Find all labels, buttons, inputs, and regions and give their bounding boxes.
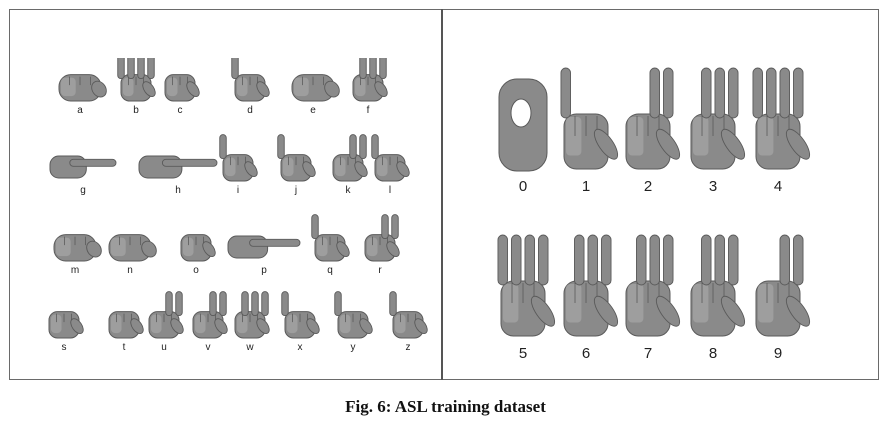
caption-text: ASL training dataset (394, 397, 546, 416)
letter-label-s: s (62, 342, 67, 353)
hand-sign-i (219, 134, 258, 182)
letter-label-f: f (367, 105, 370, 116)
letter-label-x: x (298, 342, 303, 353)
letter-label-e: e (310, 105, 316, 116)
hand-sign-z (389, 291, 428, 339)
hand-sign-b (117, 58, 156, 102)
hand-sign-digit-3 (690, 67, 746, 170)
letter-label-a: a (77, 105, 83, 116)
digits-panel: 0 1 2 3 4 5 6 7 8 9 (486, 58, 836, 368)
hand-sign-digit-0 (498, 78, 548, 172)
digit-label-7: 7 (644, 345, 652, 362)
hand-sign-m (53, 234, 102, 262)
digit-label-0: 0 (519, 178, 527, 195)
letter-label-b: b (133, 105, 139, 116)
letter-label-u: u (161, 342, 167, 353)
letter-label-h: h (175, 185, 181, 196)
digit-label-3: 3 (709, 178, 717, 195)
hand-sign-digit-6 (563, 234, 619, 337)
panel-divider (441, 9, 443, 380)
digit-label-2: 2 (644, 178, 652, 195)
hand-sign-o (180, 234, 216, 262)
letter-label-p: p (261, 265, 267, 276)
hand-sign-u (148, 291, 184, 339)
digit-label-6: 6 (582, 345, 590, 362)
figure-frame (9, 9, 879, 380)
hand-sign-n (108, 234, 157, 262)
letter-label-y: y (351, 342, 356, 353)
letter-label-c: c (178, 105, 183, 116)
letter-label-o: o (193, 265, 199, 276)
hand-sign-p (227, 235, 301, 259)
digit-label-5: 5 (519, 345, 527, 362)
hand-sign-w (234, 291, 270, 339)
hand-sign-h (138, 155, 218, 179)
hand-sign-digit-9 (755, 234, 811, 337)
hand-sign-digit-8 (690, 234, 746, 337)
figure-caption: Fig. 6: ASL training dataset (0, 397, 891, 417)
hand-sign-digit-7 (625, 234, 681, 337)
hand-sign-e (291, 74, 340, 102)
hand-sign-digit-4 (752, 67, 811, 170)
letter-label-m: m (71, 265, 79, 276)
digit-label-1: 1 (582, 178, 590, 195)
letter-label-k: k (346, 185, 352, 196)
digit-label-8: 8 (709, 345, 717, 362)
hand-sign-k (332, 134, 368, 182)
digit-label-4: 4 (774, 178, 782, 195)
letter-label-r: r (378, 265, 382, 276)
hand-sign-g (49, 155, 117, 179)
letter-label-d: d (247, 105, 253, 116)
hand-sign-digit-5 (497, 234, 556, 337)
digit-label-9: 9 (774, 345, 782, 362)
letter-label-w: w (245, 342, 254, 353)
caption-label: Fig. 6: (345, 397, 392, 416)
alphabet-panel: a b c d e f g h i j k l m n o p q r s t u v w x y z (28, 58, 428, 376)
hand-sign-f (352, 58, 388, 102)
hand-sign-c (164, 74, 200, 102)
letter-label-n: n (127, 265, 133, 276)
letter-label-q: q (327, 265, 333, 276)
letter-label-v: v (206, 342, 211, 353)
hand-sign-j (277, 134, 316, 182)
hand-sign-t (108, 311, 144, 339)
hand-sign-q (311, 214, 350, 262)
alphabet-signs-image: a b c d e f g h i j k l m n o p q r s t u v w x y z (48, 58, 428, 353)
letter-label-l: l (389, 185, 391, 196)
hand-sign-digit-1 (560, 67, 619, 170)
letter-label-i: i (237, 185, 239, 196)
hand-sign-r (364, 214, 400, 262)
letter-label-z: z (406, 342, 411, 353)
hand-sign-l (371, 134, 410, 182)
letter-label-j: j (294, 185, 297, 196)
digit-signs-image: 0 1 2 3 4 5 6 7 8 9 (497, 67, 811, 362)
hand-sign-y (334, 291, 373, 339)
hand-sign-digit-2 (625, 67, 681, 170)
hand-sign-x (281, 291, 320, 339)
letter-label-t: t (123, 342, 126, 353)
hand-sign-v (192, 291, 228, 339)
hand-sign-d (231, 58, 270, 102)
hand-sign-s (48, 311, 84, 339)
letter-label-g: g (80, 185, 86, 196)
hand-sign-a (58, 74, 107, 102)
